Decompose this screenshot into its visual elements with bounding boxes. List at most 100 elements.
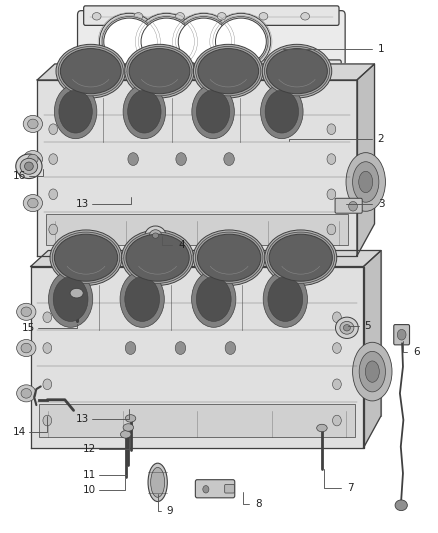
Text: 10: 10 [83, 486, 96, 495]
Ellipse shape [176, 13, 184, 20]
Ellipse shape [120, 271, 164, 327]
Ellipse shape [194, 44, 263, 98]
Ellipse shape [104, 18, 155, 65]
Ellipse shape [176, 65, 184, 72]
Ellipse shape [175, 342, 186, 354]
Ellipse shape [53, 277, 88, 321]
Ellipse shape [70, 288, 83, 298]
Ellipse shape [54, 85, 97, 139]
Ellipse shape [151, 467, 165, 497]
Ellipse shape [152, 233, 159, 238]
Ellipse shape [327, 224, 336, 235]
Ellipse shape [129, 49, 190, 94]
Polygon shape [364, 251, 381, 448]
Text: 14: 14 [13, 427, 26, 437]
Ellipse shape [191, 271, 236, 327]
Text: 13: 13 [76, 199, 89, 208]
Ellipse shape [346, 152, 385, 211]
Text: 8: 8 [255, 499, 262, 508]
Ellipse shape [122, 230, 194, 286]
Ellipse shape [49, 124, 58, 134]
Ellipse shape [28, 155, 38, 164]
Text: 2: 2 [378, 134, 385, 143]
FancyBboxPatch shape [84, 6, 339, 26]
Ellipse shape [332, 343, 341, 353]
Ellipse shape [267, 232, 335, 284]
Polygon shape [48, 251, 381, 416]
Ellipse shape [127, 90, 161, 133]
Ellipse shape [23, 195, 42, 212]
Ellipse shape [23, 115, 42, 132]
Ellipse shape [263, 271, 307, 327]
Ellipse shape [43, 312, 52, 322]
Ellipse shape [134, 13, 143, 20]
Ellipse shape [134, 65, 143, 72]
Ellipse shape [148, 463, 167, 502]
Ellipse shape [21, 307, 32, 317]
Ellipse shape [125, 44, 194, 98]
Ellipse shape [137, 13, 196, 70]
Ellipse shape [198, 49, 258, 94]
Text: 5: 5 [364, 321, 371, 331]
Ellipse shape [332, 312, 341, 322]
Ellipse shape [267, 49, 327, 94]
Ellipse shape [92, 13, 101, 20]
Ellipse shape [126, 234, 189, 281]
Ellipse shape [56, 44, 126, 98]
Ellipse shape [262, 44, 332, 98]
Text: 11: 11 [83, 471, 96, 480]
Ellipse shape [268, 277, 303, 321]
Polygon shape [55, 64, 374, 224]
Ellipse shape [21, 343, 32, 353]
Ellipse shape [365, 361, 379, 382]
Ellipse shape [217, 13, 226, 20]
Ellipse shape [23, 150, 42, 168]
Ellipse shape [54, 234, 118, 281]
Ellipse shape [17, 303, 36, 320]
Ellipse shape [397, 329, 406, 340]
Polygon shape [31, 251, 381, 266]
Ellipse shape [217, 65, 226, 72]
Ellipse shape [327, 189, 336, 199]
Ellipse shape [359, 171, 373, 192]
Text: 13: 13 [76, 415, 89, 424]
Ellipse shape [214, 17, 268, 67]
Ellipse shape [327, 154, 336, 164]
Text: 1: 1 [378, 44, 385, 54]
Text: 4: 4 [178, 240, 185, 250]
Ellipse shape [28, 198, 38, 208]
Ellipse shape [174, 13, 233, 70]
Ellipse shape [58, 46, 124, 96]
Ellipse shape [224, 152, 234, 165]
Text: 7: 7 [347, 483, 354, 492]
Ellipse shape [265, 230, 337, 286]
Ellipse shape [195, 232, 263, 284]
Ellipse shape [317, 424, 327, 432]
Ellipse shape [353, 342, 392, 401]
Text: 9: 9 [166, 506, 173, 515]
Ellipse shape [193, 230, 265, 286]
Polygon shape [31, 266, 364, 448]
Ellipse shape [49, 189, 58, 199]
Ellipse shape [211, 13, 271, 70]
Ellipse shape [343, 325, 350, 331]
Ellipse shape [49, 224, 58, 235]
Text: 6: 6 [413, 347, 420, 357]
Ellipse shape [149, 230, 162, 241]
Ellipse shape [196, 277, 231, 321]
Ellipse shape [265, 90, 299, 133]
Ellipse shape [176, 152, 187, 165]
Ellipse shape [43, 415, 52, 426]
Ellipse shape [259, 65, 268, 72]
Ellipse shape [92, 65, 101, 72]
Ellipse shape [20, 158, 38, 174]
FancyBboxPatch shape [81, 60, 341, 79]
Ellipse shape [301, 65, 310, 72]
Ellipse shape [178, 18, 229, 65]
Polygon shape [37, 64, 374, 80]
Ellipse shape [269, 234, 332, 281]
FancyBboxPatch shape [195, 480, 235, 498]
Text: 3: 3 [378, 199, 385, 208]
Ellipse shape [192, 85, 234, 139]
Ellipse shape [301, 13, 310, 20]
